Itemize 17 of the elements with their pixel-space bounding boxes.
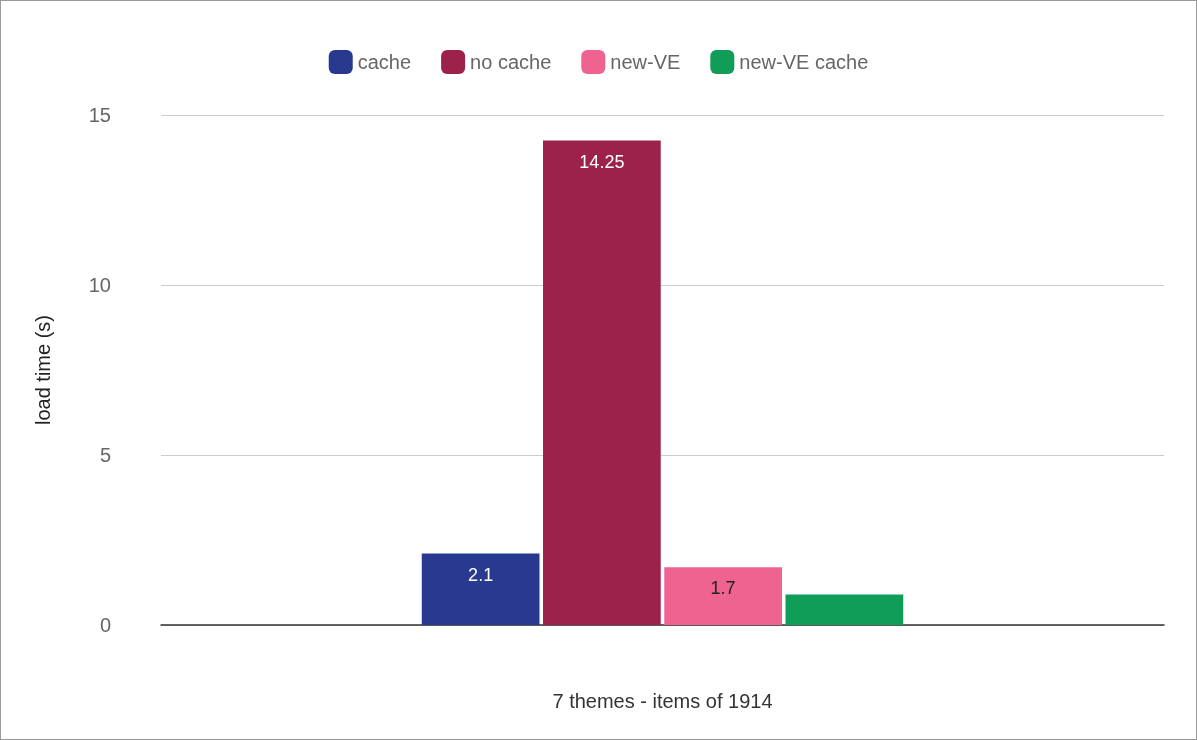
data-label: 2.1 xyxy=(468,564,494,585)
bar xyxy=(664,567,782,625)
y-axis-title: load time (s) xyxy=(32,314,54,426)
legend-label: no cache xyxy=(470,51,552,73)
legend-label: cache xyxy=(357,51,412,73)
bar xyxy=(421,553,540,625)
data-label: 14.25 xyxy=(579,151,625,172)
bar xyxy=(543,140,661,625)
y-tick-label: 15 xyxy=(88,104,111,126)
x-axis-title: 7 themes - items of 1914 xyxy=(552,690,773,712)
data-label: 1.7 xyxy=(710,578,736,599)
bar xyxy=(785,594,904,625)
y-tick-label: 10 xyxy=(88,274,111,296)
legend-label: new-VE cache xyxy=(739,51,869,73)
y-tick-label: 5 xyxy=(99,444,111,466)
legend-label: new-VE xyxy=(610,51,681,73)
y-tick-label: 0 xyxy=(99,614,111,636)
